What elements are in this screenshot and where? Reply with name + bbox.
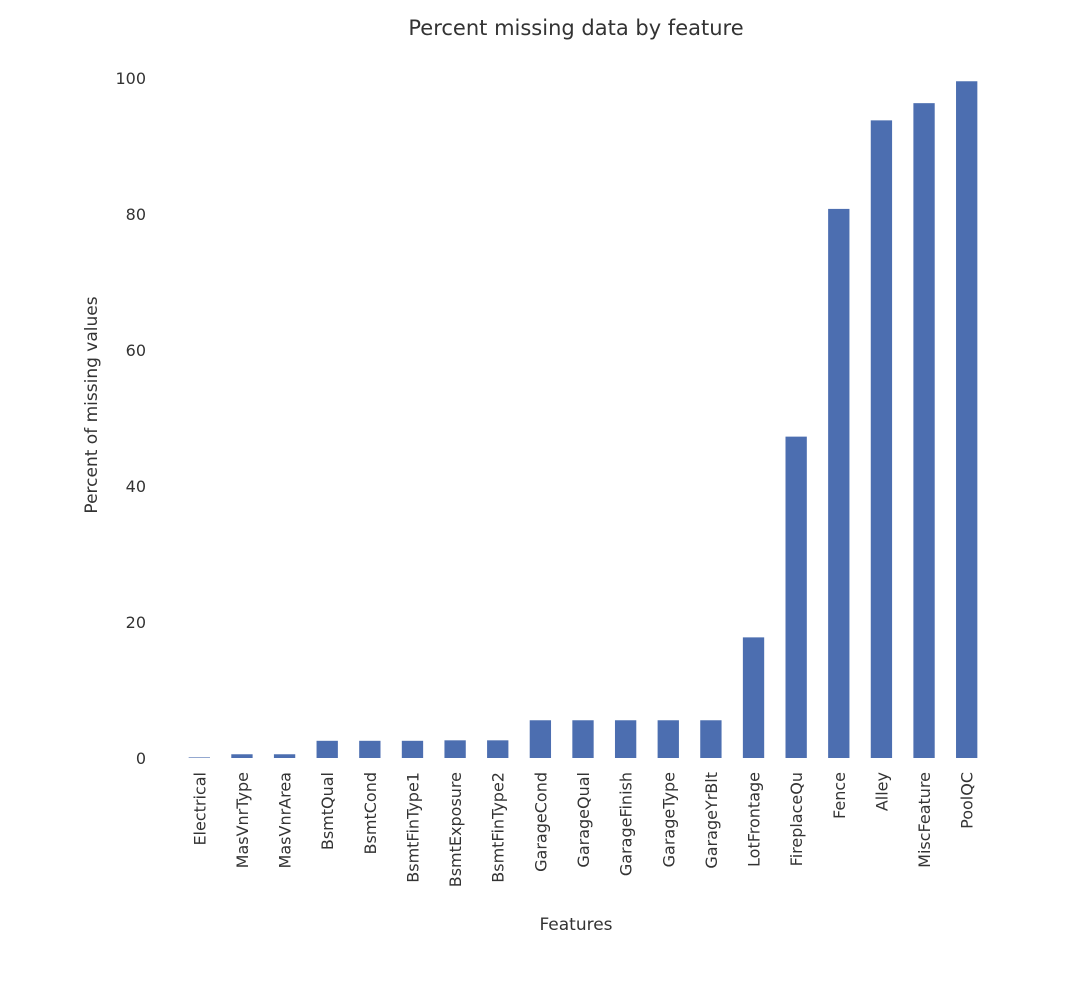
bar-garageyrblt bbox=[700, 720, 722, 758]
bar-lotfrontage bbox=[742, 637, 765, 758]
x-tick-label: BsmtFinType2 bbox=[489, 772, 508, 883]
bar-masvnrarea bbox=[273, 754, 296, 758]
x-tick-label: BsmtQual bbox=[318, 772, 337, 850]
x-tick-label: GarageYrBlt bbox=[702, 772, 721, 869]
bar-fence bbox=[828, 208, 850, 758]
bar-garagefinish bbox=[614, 720, 637, 758]
y-axis-ticks: 0 20 40 60 80 100 bbox=[115, 69, 146, 768]
bar-bsmtfintype2 bbox=[487, 740, 509, 758]
x-tick-label: BsmtFinType1 bbox=[403, 772, 422, 883]
bar-garagequal bbox=[572, 720, 594, 758]
bar-fireplacequ bbox=[785, 436, 807, 758]
bar-electrical bbox=[188, 757, 210, 758]
x-tick-label: GarageType bbox=[659, 772, 678, 867]
bar-bsmtexposure bbox=[444, 740, 466, 758]
x-tick-label: BsmtExposure bbox=[446, 772, 465, 887]
x-tick-label: MasVnrArea bbox=[276, 772, 295, 868]
x-tick-label: GarageCond bbox=[531, 772, 550, 872]
bar-poolqc bbox=[956, 81, 978, 758]
x-tick-label: BsmtCond bbox=[361, 772, 380, 854]
bar-masvnrtype bbox=[231, 754, 253, 758]
bar-bsmtqual bbox=[316, 740, 338, 758]
x-tick-label: GarageQual bbox=[574, 772, 593, 868]
y-axis-label: Percent of missing values bbox=[82, 296, 102, 513]
y-tick-label: 100 bbox=[115, 69, 146, 88]
bars-group bbox=[188, 81, 978, 759]
bar-miscfeature bbox=[913, 103, 935, 758]
chart-title: Percent missing data by feature bbox=[408, 16, 743, 40]
x-tick-label: MasVnrType bbox=[233, 772, 252, 868]
x-tick-label: LotFrontage bbox=[745, 772, 764, 867]
x-tick-label: GarageFinish bbox=[617, 772, 636, 876]
x-tick-label: Electrical bbox=[190, 772, 209, 846]
x-tick-label: Alley bbox=[872, 772, 891, 811]
x-tick-label: Fence bbox=[830, 772, 849, 819]
y-tick-label: 40 bbox=[126, 477, 146, 496]
x-tick-label: PoolQC bbox=[958, 772, 977, 829]
bar-alley bbox=[870, 120, 893, 759]
bar-bsmtcond bbox=[359, 740, 381, 758]
x-axis-ticks: Electrical MasVnrType MasVnrArea BsmtQual Bs… bbox=[190, 772, 976, 887]
y-tick-label: 20 bbox=[126, 613, 146, 632]
x-tick-label: MiscFeature bbox=[915, 772, 934, 868]
y-tick-label: 80 bbox=[126, 205, 146, 224]
x-tick-label: FireplaceQu bbox=[787, 772, 806, 866]
bar-garagecond bbox=[529, 720, 552, 758]
x-axis-label: Features bbox=[539, 915, 612, 935]
y-tick-label: 60 bbox=[126, 341, 146, 360]
bar-bsmtfintype1 bbox=[401, 740, 424, 758]
bar-garagetype bbox=[657, 720, 679, 758]
y-tick-label: 0 bbox=[136, 749, 146, 768]
